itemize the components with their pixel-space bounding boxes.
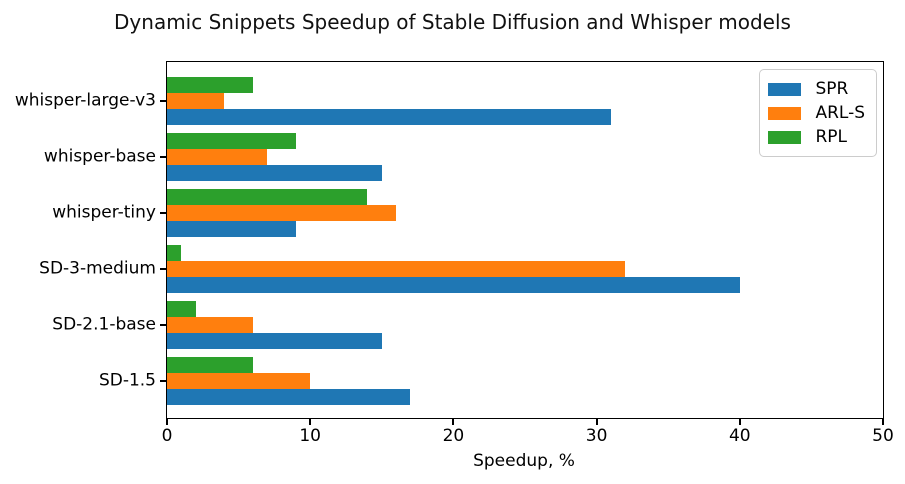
chart-title: Dynamic Snippets Speedup of Stable Diffu… (114, 10, 791, 34)
x-tick-label: 50 (872, 426, 894, 446)
legend-item-rpl: RPL (768, 125, 865, 149)
bar-rpl-whisper-base (167, 132, 296, 149)
x-tick-mark (738, 419, 741, 425)
bar-rpl-sd-2.1-base (167, 300, 196, 317)
x-tick-label: 30 (585, 426, 608, 446)
legend-item-spr: SPR (768, 77, 865, 101)
x-tick-label: 20 (442, 426, 465, 446)
legend-label-spr: SPR (815, 79, 849, 99)
legend-swatch-spr (768, 82, 802, 96)
x-tick-label: 0 (161, 426, 173, 446)
y-tick-label: whisper-base (43, 146, 156, 167)
x-axis-title: Speedup, % (473, 451, 575, 471)
legend: SPR ARL-S RPL (759, 69, 877, 157)
x-tick-label: 10 (299, 426, 322, 446)
bar-arl-s-whisper-tiny (167, 204, 397, 221)
y-tick-label: SD-1.5 (98, 370, 156, 391)
legend-swatch-arl-s (768, 106, 802, 120)
legend-label-rpl: RPL (815, 127, 847, 147)
bar-arl-s-whisper-base (167, 148, 268, 165)
bar-spr-whisper-large-v3 (167, 109, 611, 125)
bar-spr-whisper-tiny (167, 220, 296, 237)
y-tick-mark (160, 155, 166, 158)
bar-spr-sd-2.1-base (167, 332, 382, 349)
bar-rpl-whisper-large-v3 (167, 77, 253, 93)
x-tick-mark (452, 419, 455, 425)
bar-arl-s-sd-1.5 (167, 372, 311, 389)
x-tick-mark (309, 419, 312, 425)
bar-arl-s-sd-2.1-base (167, 316, 253, 333)
legend-item-arl-s: ARL-S (768, 101, 865, 125)
legend-swatch-rpl (768, 130, 802, 144)
plot-area: SPR ARL-S RPL (166, 61, 884, 419)
bar-spr-sd-1.5 (167, 388, 411, 405)
y-tick-mark (160, 211, 166, 214)
x-tick-mark (166, 419, 168, 425)
y-tick-label: SD-2.1-base (52, 314, 156, 335)
bar-rpl-sd-3-medium (167, 244, 182, 261)
bar-spr-sd-3-medium (167, 276, 740, 293)
bar-rpl-sd-1.5 (167, 356, 253, 373)
y-tick-mark (160, 379, 166, 382)
y-tick-label: whisper-large-v3 (14, 90, 156, 111)
y-tick-label: SD-3-medium (39, 258, 156, 279)
bar-arl-s-sd-3-medium (167, 260, 626, 277)
x-tick-label: 40 (728, 426, 751, 446)
x-tick-mark (882, 419, 884, 425)
y-tick-mark (160, 100, 166, 102)
y-tick-mark (160, 323, 166, 326)
y-tick-label: whisper-tiny (52, 202, 156, 223)
bar-arl-s-whisper-large-v3 (167, 93, 225, 109)
y-tick-mark (160, 267, 166, 270)
legend-label-arl-s: ARL-S (815, 103, 865, 123)
bar-spr-whisper-base (167, 164, 382, 181)
x-tick-mark (595, 419, 598, 425)
bar-rpl-whisper-tiny (167, 188, 368, 205)
